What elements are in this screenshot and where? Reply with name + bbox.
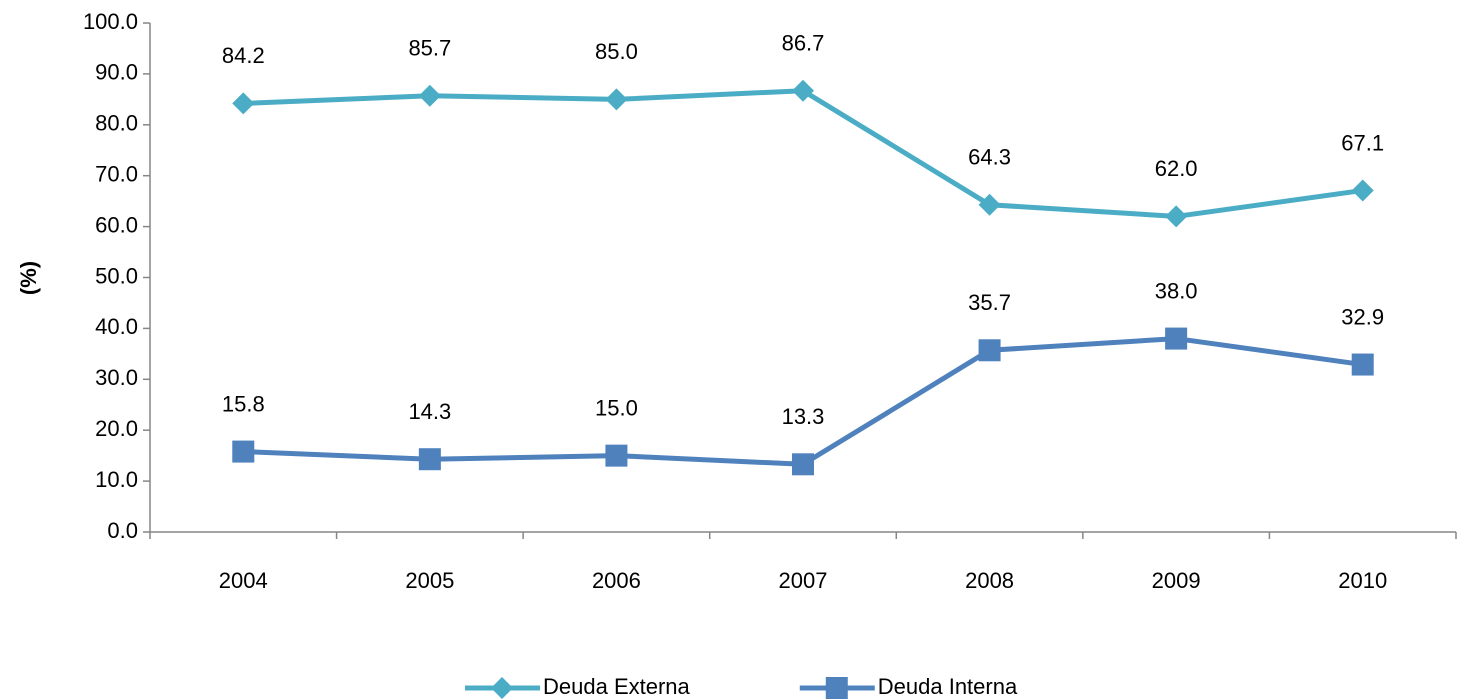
data-label: 15.8 bbox=[222, 391, 265, 416]
y-axis-label: (%) bbox=[16, 261, 41, 295]
data-label: 84.2 bbox=[222, 43, 265, 68]
y-tick-label: 10.0 bbox=[95, 467, 138, 492]
x-tick-label: 2004 bbox=[219, 568, 268, 593]
marker bbox=[1165, 327, 1188, 350]
x-tick-label: 2006 bbox=[592, 568, 641, 593]
marker bbox=[232, 440, 255, 463]
x-tick-label: 2007 bbox=[779, 568, 828, 593]
marker bbox=[605, 444, 628, 467]
data-label: 15.0 bbox=[595, 395, 638, 420]
y-tick-label: 60.0 bbox=[95, 212, 138, 237]
x-tick-label: 2005 bbox=[405, 568, 454, 593]
y-tick-label: 20.0 bbox=[95, 416, 138, 441]
marker bbox=[978, 339, 1001, 362]
data-label: 64.3 bbox=[968, 145, 1011, 170]
legend-label: Deuda Externa bbox=[543, 674, 691, 699]
marker bbox=[418, 84, 441, 107]
marker bbox=[792, 453, 814, 476]
data-label: 86.7 bbox=[782, 31, 825, 56]
y-tick-label: 80.0 bbox=[95, 111, 138, 136]
marker bbox=[792, 79, 814, 102]
x-tick-label: 2009 bbox=[1152, 568, 1201, 593]
marker bbox=[978, 193, 1001, 216]
y-tick-label: 0.0 bbox=[107, 518, 138, 543]
series-line bbox=[243, 88, 1364, 219]
marker bbox=[1165, 205, 1188, 228]
marker bbox=[1351, 353, 1374, 376]
data-label: 14.3 bbox=[408, 399, 451, 424]
data-label: 67.1 bbox=[1341, 130, 1384, 155]
y-tick-label: 100.0 bbox=[83, 9, 138, 34]
data-label: 32.9 bbox=[1341, 304, 1384, 329]
data-label: 85.0 bbox=[595, 39, 638, 64]
legend-label: Deuda Interna bbox=[878, 674, 1018, 699]
marker bbox=[418, 448, 441, 471]
marker bbox=[1351, 179, 1374, 202]
data-label: 38.0 bbox=[1155, 278, 1198, 303]
marker bbox=[825, 677, 848, 699]
data-label: 35.7 bbox=[968, 290, 1011, 315]
data-label: 85.7 bbox=[408, 36, 451, 61]
y-tick-label: 90.0 bbox=[95, 60, 138, 85]
y-tick-label: 70.0 bbox=[95, 162, 138, 187]
x-tick-label: 2010 bbox=[1338, 568, 1387, 593]
marker bbox=[232, 92, 255, 115]
marker bbox=[605, 88, 628, 111]
x-tick-label: 2008 bbox=[965, 568, 1014, 593]
data-label: 13.3 bbox=[782, 404, 825, 429]
data-label: 62.0 bbox=[1155, 156, 1198, 181]
y-tick-label: 40.0 bbox=[95, 314, 138, 339]
y-tick-label: 50.0 bbox=[95, 263, 138, 288]
marker bbox=[491, 677, 513, 699]
y-tick-label: 30.0 bbox=[95, 365, 138, 390]
